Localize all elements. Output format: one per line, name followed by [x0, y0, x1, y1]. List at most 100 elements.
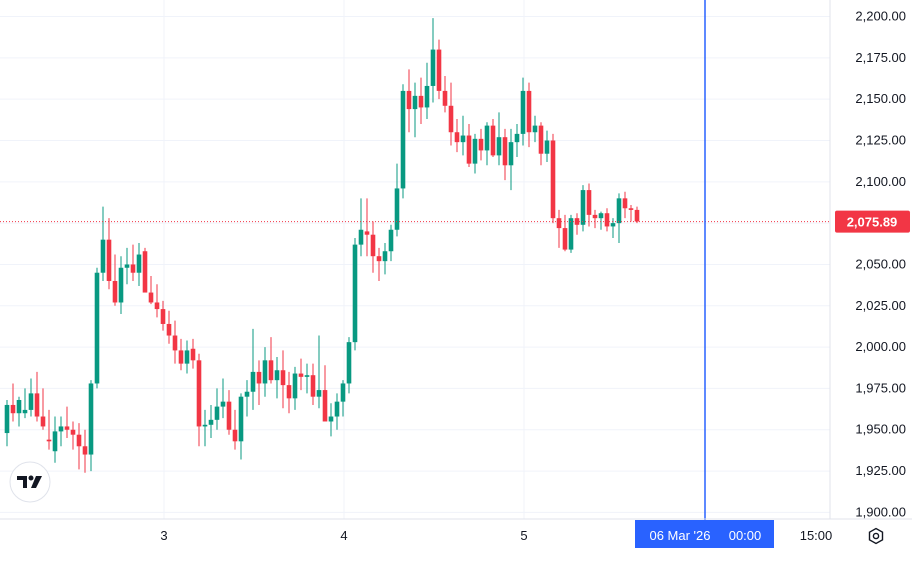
candle-body — [400, 90, 406, 189]
candle — [544, 130, 550, 162]
candle — [352, 238, 358, 351]
candle — [196, 353, 202, 447]
y-tick-label: 2,175.00 — [855, 50, 906, 65]
candle — [292, 366, 298, 410]
candle-body — [580, 190, 586, 225]
candle-body — [412, 95, 418, 110]
candle-body — [472, 138, 478, 164]
candle-body — [40, 416, 46, 427]
candle-body — [424, 85, 430, 108]
candle-body — [274, 370, 280, 381]
candle — [346, 337, 352, 394]
candle — [520, 77, 526, 146]
candle — [28, 378, 34, 417]
candle — [250, 328, 256, 410]
candle-body — [622, 198, 628, 209]
candle-body — [514, 133, 520, 143]
candle — [76, 423, 82, 470]
candle-body — [526, 90, 532, 133]
candle — [4, 399, 10, 447]
candle-body — [58, 426, 64, 432]
candle — [304, 363, 310, 394]
candle — [124, 247, 130, 285]
candle-body — [418, 95, 424, 108]
candle — [610, 218, 616, 239]
candle — [160, 300, 166, 331]
candle — [376, 247, 382, 281]
candle-body — [94, 272, 100, 384]
candle-body — [256, 371, 262, 384]
x-axis[interactable]: 3 4 5 15:00 — [160, 528, 832, 543]
candle-body — [316, 390, 322, 397]
candle — [514, 123, 520, 158]
candle — [136, 242, 142, 286]
candle-body — [352, 244, 358, 343]
candle-series — [4, 18, 640, 473]
candle-body — [100, 239, 106, 273]
settings-gear-icon[interactable] — [868, 527, 884, 545]
candle — [430, 18, 436, 103]
candle-body — [88, 383, 94, 455]
candle-body — [478, 138, 484, 151]
candle-body — [160, 309, 166, 324]
candle-body — [118, 267, 124, 303]
candle — [184, 340, 190, 374]
candle-body — [286, 385, 292, 399]
candle — [148, 276, 154, 305]
candle — [172, 320, 178, 364]
candle — [436, 39, 442, 100]
candle-body — [436, 49, 442, 91]
y-tick-label: 2,050.00 — [855, 256, 906, 271]
candle — [472, 133, 478, 174]
candle — [220, 378, 226, 419]
candle — [460, 115, 466, 156]
x-tick-label: 5 — [520, 528, 527, 543]
candle-body — [454, 132, 460, 143]
candle — [214, 388, 220, 430]
candle-body — [460, 135, 466, 143]
y-tick-label: 1,900.00 — [855, 504, 906, 519]
tradingview-logo-icon[interactable] — [9, 461, 51, 503]
candle — [88, 380, 94, 472]
candle-body — [202, 424, 208, 427]
candle-body — [592, 214, 598, 219]
candle-body — [106, 239, 112, 281]
candle-body — [442, 90, 448, 106]
candle — [16, 396, 22, 427]
candle-body — [190, 348, 196, 361]
candle-body — [634, 209, 640, 222]
y-tick-label: 1,925.00 — [855, 463, 906, 478]
candle — [70, 421, 76, 450]
candle-body — [322, 390, 328, 422]
candle — [502, 128, 508, 181]
candle-body — [10, 404, 16, 414]
candle — [256, 360, 262, 405]
candle-body — [124, 264, 130, 268]
candle — [52, 416, 58, 463]
y-axis[interactable]: 2,200.00 2,175.00 2,150.00 2,125.00 2,100.00… — [855, 9, 906, 520]
candle-body — [334, 401, 340, 417]
candle — [478, 128, 484, 161]
candle — [130, 244, 136, 281]
candle-body — [22, 409, 28, 414]
candle — [382, 242, 388, 275]
candle-body — [136, 254, 142, 273]
candle — [100, 206, 106, 281]
candle-body — [226, 401, 232, 430]
candle — [604, 208, 610, 232]
candle — [154, 284, 160, 318]
y-tick-label: 1,975.00 — [855, 380, 906, 395]
x-tick-label: 4 — [340, 528, 347, 543]
candle — [526, 82, 532, 148]
candle-body — [376, 256, 382, 262]
candle-body — [76, 434, 82, 447]
candle — [268, 337, 274, 384]
candle-body — [448, 105, 454, 133]
candle-body — [610, 223, 616, 227]
candle — [568, 214, 574, 253]
candle-body — [292, 373, 298, 399]
candle-body — [208, 419, 214, 425]
candle — [556, 209, 562, 248]
candle-body — [406, 90, 412, 110]
